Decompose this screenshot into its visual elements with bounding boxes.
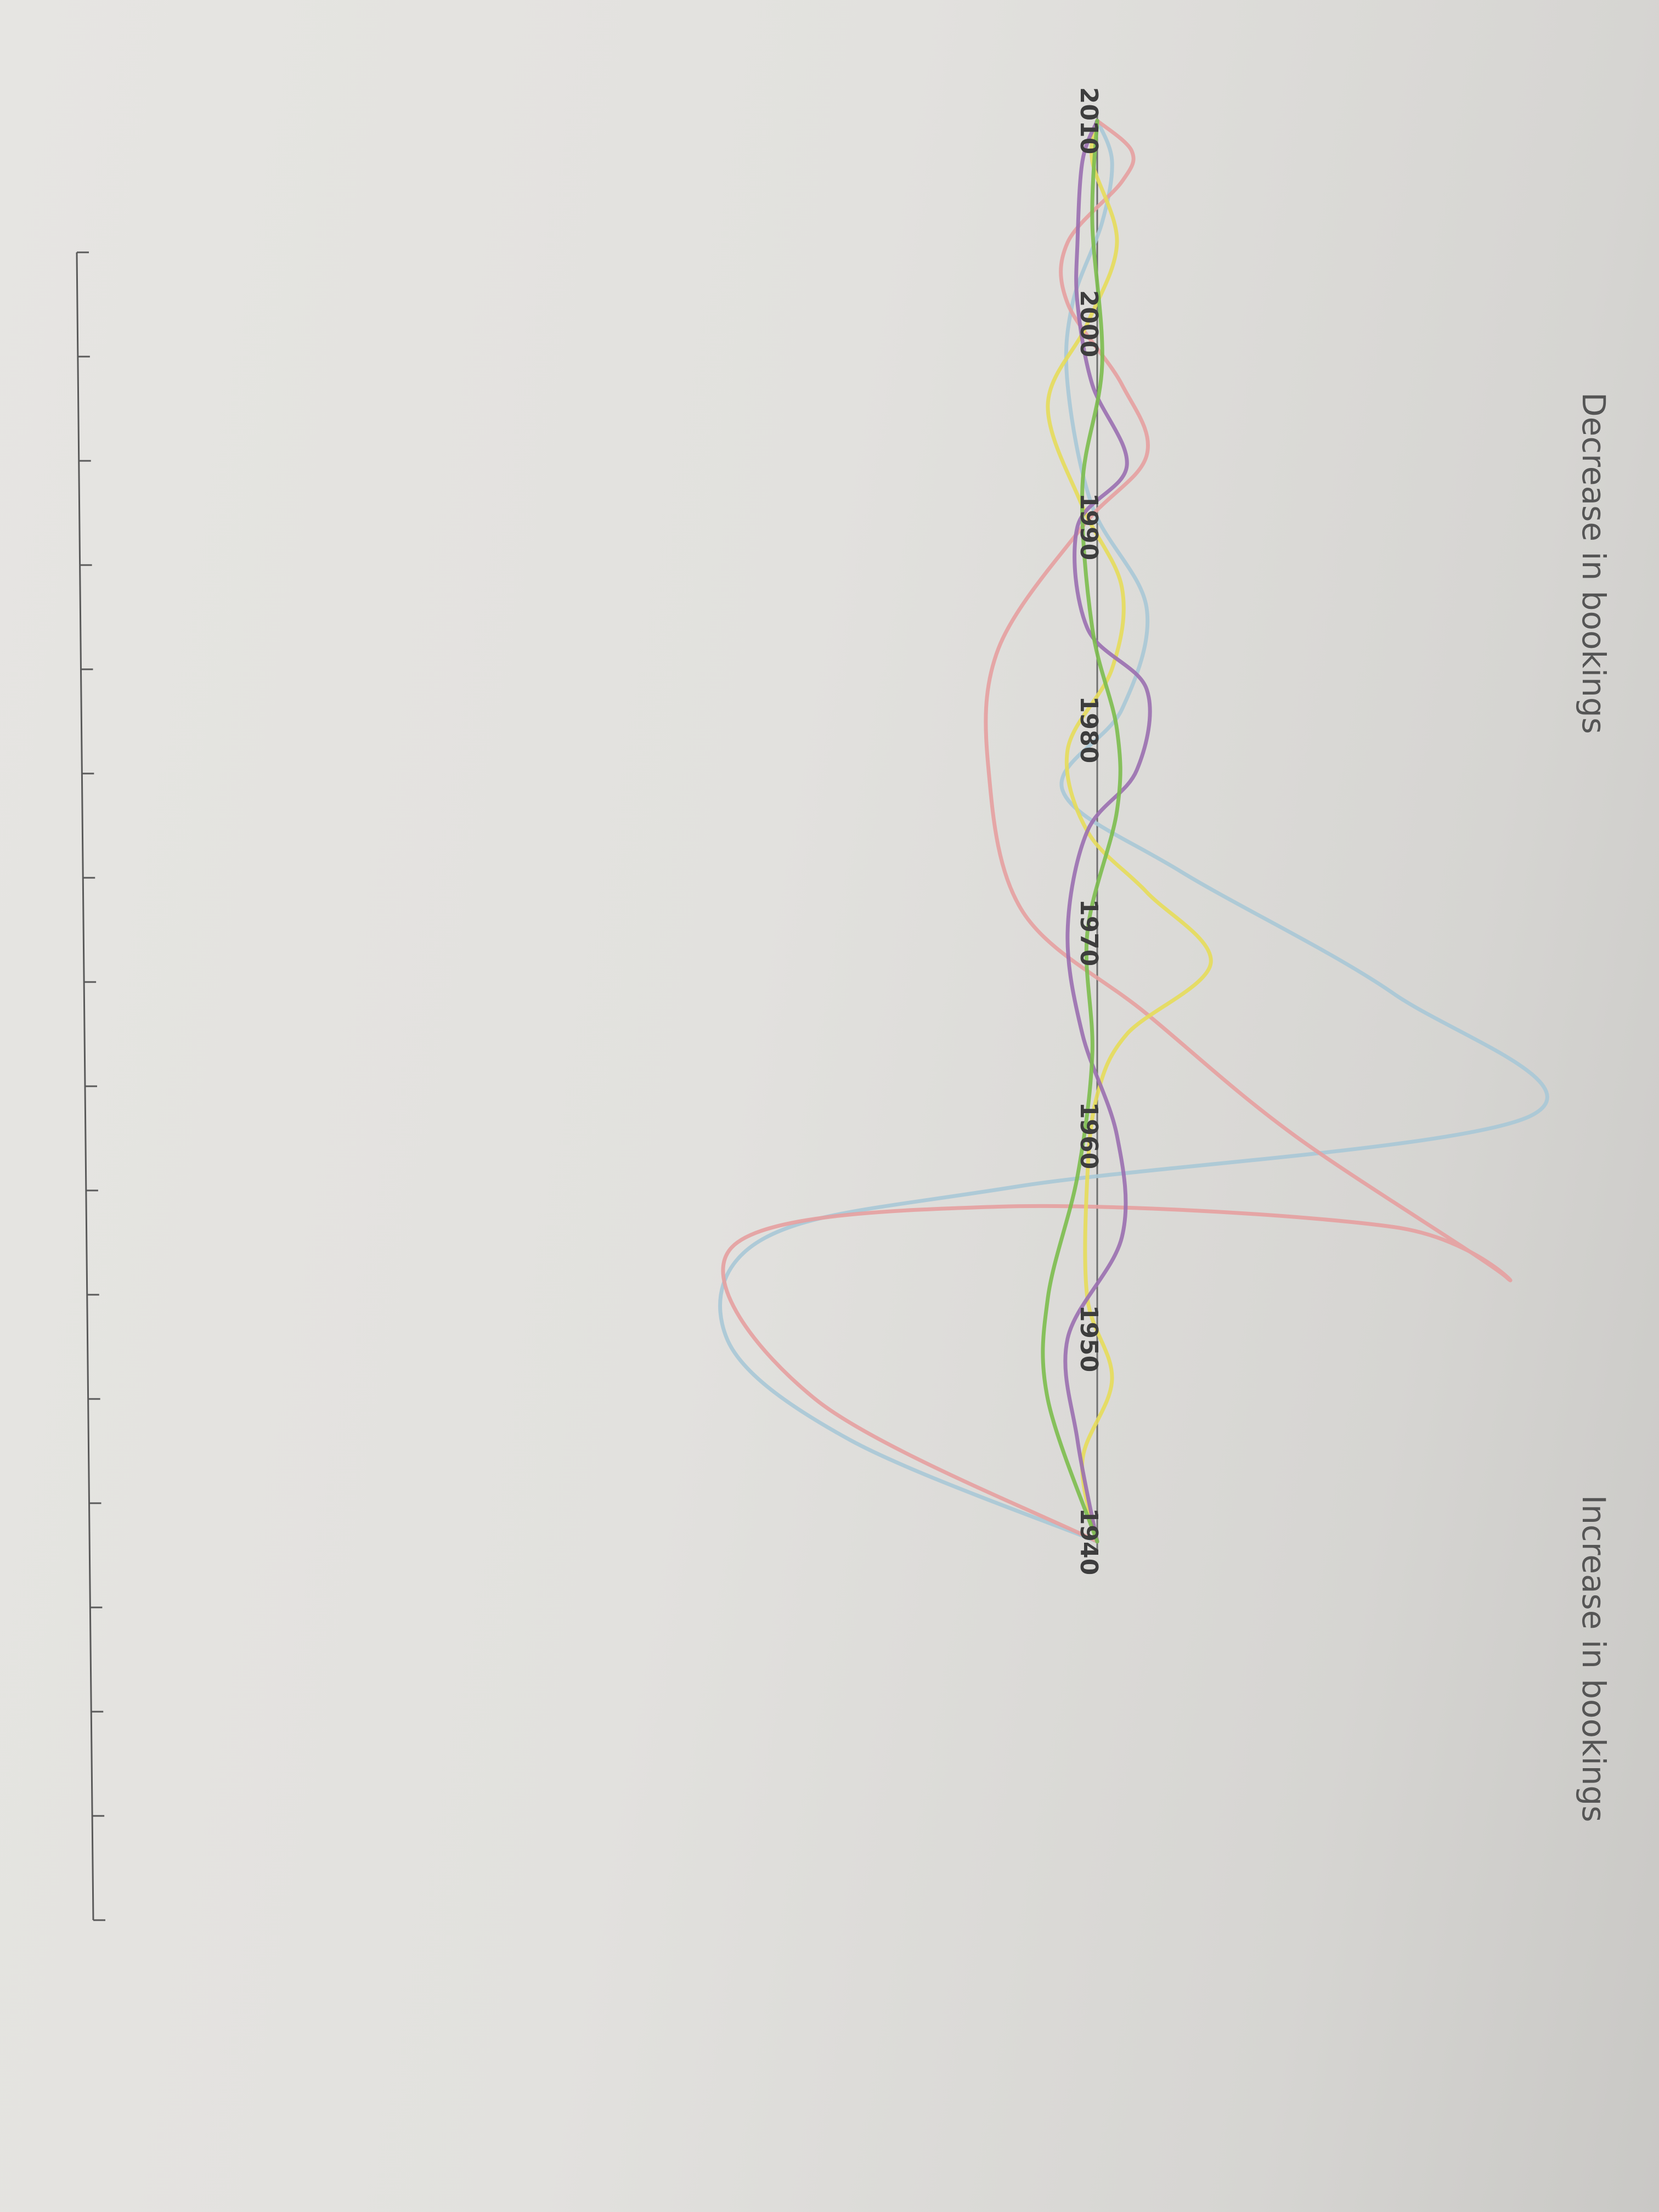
tick-label-1940: 1940 bbox=[1075, 1508, 1103, 1575]
tick-label-1970: 1970 bbox=[1075, 899, 1103, 966]
series-line-2 bbox=[721, 119, 1513, 1544]
series-layer bbox=[718, 119, 1549, 1544]
tick-label-1980: 1980 bbox=[1075, 696, 1103, 763]
tick-label-1950: 1950 bbox=[1075, 1305, 1103, 1372]
y-axis-label-negative: Decrease in bookings bbox=[1575, 392, 1612, 734]
y-axis-label-positive: Increase in bookings bbox=[1575, 1495, 1612, 1822]
tick-label-1990: 1990 bbox=[1075, 493, 1103, 560]
ticks: 1940 1950 1960 1970 1980 1990 2000 2010 bbox=[1075, 87, 1103, 1575]
tick-label-2010: 2010 bbox=[1075, 87, 1103, 154]
series-line-5 bbox=[1041, 119, 1122, 1544]
tick-label-1960: 1960 bbox=[1075, 1102, 1103, 1169]
tick-label-2000: 2000 bbox=[1075, 290, 1103, 357]
series-line-4 bbox=[1063, 119, 1152, 1544]
series-line-1 bbox=[718, 119, 1549, 1544]
axes bbox=[76, 115, 1098, 1921]
